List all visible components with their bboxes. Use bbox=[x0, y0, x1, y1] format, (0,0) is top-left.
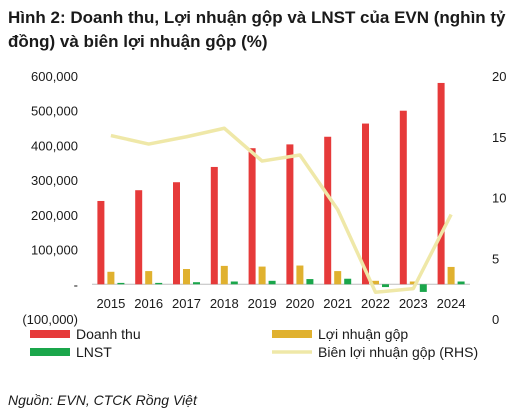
y-right-tick-label: 0 bbox=[492, 312, 499, 327]
y-left-tick-label: 600,000 bbox=[31, 69, 78, 84]
bar-doanh-thu bbox=[437, 82, 445, 285]
bar-lnst bbox=[457, 281, 465, 285]
x-tick-label: 2021 bbox=[323, 296, 352, 311]
bar-lợi-nhuận-gộp bbox=[372, 280, 379, 285]
legend-label: Biên lợi nhuận gộp (RHS) bbox=[318, 344, 478, 360]
y-left-tick-label: (100,000) bbox=[22, 312, 78, 327]
legend-label: Doanh thu bbox=[76, 326, 141, 342]
x-tick-label: 2022 bbox=[361, 296, 390, 311]
x-tick-label: 2015 bbox=[96, 296, 125, 311]
bar-doanh-thu bbox=[248, 148, 256, 285]
legend-label: LNST bbox=[76, 344, 112, 360]
bar-lnst bbox=[306, 279, 314, 285]
bar-lnst bbox=[117, 282, 125, 285]
x-tick-label: 2024 bbox=[437, 296, 466, 311]
y-right-tick-label: 10 bbox=[492, 191, 506, 206]
bar-doanh-thu bbox=[97, 200, 105, 285]
y-right-tick-label: 20 bbox=[492, 69, 506, 84]
y-left-tick-label: - bbox=[74, 277, 78, 292]
bar-lợi-nhuận-gộp bbox=[447, 266, 455, 285]
legend-swatch bbox=[272, 330, 312, 338]
source-note: Nguồn: EVN, CTCK Rồng Việt bbox=[8, 392, 197, 408]
y-left-tick-label: 300,000 bbox=[31, 173, 78, 188]
bar-doanh-thu bbox=[286, 144, 294, 285]
bar-lnst bbox=[419, 284, 427, 292]
bar-lnst bbox=[155, 282, 163, 285]
bar-doanh-thu bbox=[399, 110, 407, 285]
bar-lợi-nhuận-gộp bbox=[258, 266, 266, 285]
bar-lợi-nhuận-gộp bbox=[183, 269, 190, 285]
y-left-tick-label: 100,000 bbox=[31, 243, 78, 258]
y-right-tick-label: 15 bbox=[492, 130, 506, 145]
bar-lnst bbox=[193, 282, 200, 285]
legend-label: Lợi nhuận gộp bbox=[318, 326, 408, 342]
bar-lnst bbox=[230, 281, 238, 285]
bar-doanh-thu bbox=[135, 190, 143, 285]
y-left-tick-label: 200,000 bbox=[31, 208, 78, 223]
chart-title: Hình 2: Doanh thu, Lợi nhuận gộp và LNST… bbox=[8, 8, 506, 51]
bar-lợi-nhuận-gộp bbox=[296, 265, 304, 285]
bar-doanh-thu bbox=[324, 136, 332, 285]
y-left-tick-label: 500,000 bbox=[31, 104, 78, 119]
bar-lợi-nhuận-gộp bbox=[107, 271, 115, 285]
bar-doanh-thu bbox=[210, 166, 218, 285]
bar-lợi-nhuận-gộp bbox=[334, 271, 342, 285]
bar-lnst bbox=[344, 278, 352, 285]
bar-lợi-nhuận-gộp bbox=[409, 281, 417, 285]
line-bien-loi-nhuan-gop bbox=[110, 126, 453, 295]
x-tick-label: 2019 bbox=[248, 296, 277, 311]
x-tick-label: 2016 bbox=[134, 296, 163, 311]
x-tick-label: 2023 bbox=[399, 296, 428, 311]
y-left-tick-label: 400,000 bbox=[31, 138, 78, 153]
y-right-tick-label: 5 bbox=[492, 251, 499, 266]
bar-lợi-nhuận-gộp bbox=[145, 271, 153, 285]
legend-swatch bbox=[30, 330, 70, 338]
bar-lnst bbox=[382, 284, 389, 288]
bar-doanh-thu bbox=[173, 182, 180, 285]
legend-swatch bbox=[30, 348, 70, 356]
x-tick-label: 2018 bbox=[210, 296, 239, 311]
x-tick-label: 2020 bbox=[285, 296, 314, 311]
bar-lnst bbox=[268, 280, 276, 285]
bar-lợi-nhuận-gộp bbox=[220, 265, 228, 285]
x-tick-label: 2017 bbox=[172, 296, 201, 311]
bar-doanh-thu bbox=[362, 123, 369, 285]
